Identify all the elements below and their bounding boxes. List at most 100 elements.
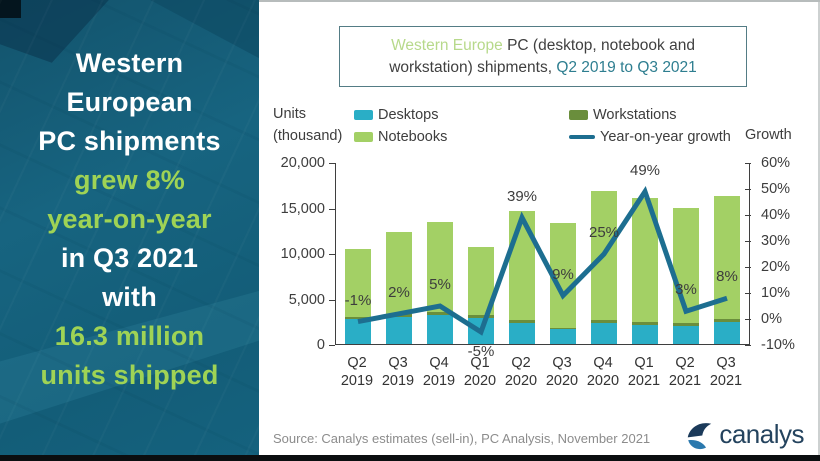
x-axis-label: Q2 2020 (499, 354, 543, 390)
canalys-logo: canalys (684, 419, 804, 450)
x-axis-label-quarter: Q3 (388, 355, 408, 371)
chart-panel: Western Europe PC (desktop, notebook and… (259, 0, 820, 457)
headline-line: European (66, 87, 193, 117)
x-axis-label: Q3 2021 (704, 354, 748, 390)
background-texture (0, 0, 259, 461)
plot-area: -1% 2% 5% -5% 39% 9% 25% 49% 3% 8% (335, 161, 750, 360)
legend-label: Desktops (378, 107, 439, 123)
y-right-tick-label: 30% (761, 233, 791, 249)
y-right-tick (745, 319, 751, 320)
x-axis-label-year: 2019 (381, 373, 415, 389)
growth-data-label: -1% (344, 291, 372, 309)
canalys-logo-text: canalys (719, 419, 804, 449)
x-axis-label-year: 2020 (586, 373, 620, 389)
chart-title-region: Western Europe (391, 36, 503, 54)
bar-q3-2020 (550, 163, 576, 344)
bar-q3-2019 (386, 163, 412, 344)
x-axis-label: Q1 2021 (622, 354, 666, 390)
bar-q4-2020 (591, 163, 617, 344)
bar-segment-desktops (673, 325, 699, 344)
y-right-tick-label: 60% (761, 155, 791, 171)
bar-segment-workstations (714, 319, 740, 323)
legend-item-workstations: Workstations (569, 106, 731, 124)
left-axis-caption-line2: (thousand) (273, 128, 343, 144)
growth-data-label: 39% (506, 187, 538, 205)
chart-title: Western Europe PC (desktop, notebook and… (354, 35, 732, 79)
y-right-tick (745, 241, 751, 242)
bar-segment-notebooks (386, 232, 412, 314)
bar-segment-desktops (509, 323, 535, 344)
headline-line: Western (75, 48, 184, 78)
y-left-tick-label: 10,000 (280, 246, 325, 262)
legend-item-notebooks: Notebooks (354, 128, 569, 146)
bar-segment-desktops (427, 314, 453, 344)
legend-label: Workstations (593, 107, 677, 123)
y-left-tick-label: 15,000 (280, 200, 325, 217)
bar-q4-2019 (427, 163, 453, 344)
bar-segment-notebooks (427, 222, 453, 313)
y-right-tick-label: -10% (761, 337, 795, 353)
y-right-tick (745, 293, 751, 294)
bar-q1-2021 (632, 163, 658, 344)
background-shape (0, 0, 21, 19)
headline: Western European PC shipments grew 8% ye… (0, 44, 259, 395)
x-axis-label: Q3 2019 (376, 354, 420, 390)
chart-title-period: Q2 2019 to Q3 2021 (556, 58, 697, 76)
growth-data-label: 49% (629, 161, 661, 179)
bar-segment-desktops (632, 324, 658, 344)
x-axis-label-quarter: Q2 (511, 355, 531, 371)
y-left-tick (329, 254, 335, 255)
x-axis-label-year: 2019 (340, 373, 374, 389)
legend-label: Year-on-year growth (600, 129, 731, 145)
x-axis-label: Q4 2020 (581, 354, 625, 390)
x-axis-label-quarter: Q4 (593, 355, 613, 371)
x-axis-label-year: 2020 (504, 373, 538, 389)
y-left-tick (329, 208, 335, 210)
y-left-tick (329, 345, 335, 346)
chart-legend: Desktops Workstations Notebooks Year-on-… (354, 106, 731, 146)
bar-q2-2019 (345, 163, 371, 344)
growth-data-label: 3% (675, 281, 697, 299)
x-axis-label-quarter: Q4 (429, 355, 449, 371)
x-axis-label: Q3 2020 (540, 354, 584, 390)
panel-edge (818, 2, 820, 457)
chart-title-middle: PC (desktop, notebook and workstation) s… (389, 36, 695, 76)
bar-segment-workstations (673, 323, 699, 326)
bar-segment-workstations (632, 322, 658, 325)
bar-segment-workstations (345, 316, 371, 320)
legend-item-growth: Year-on-year growth (569, 128, 731, 146)
y-right-tick-label: 20% (761, 259, 791, 275)
y-right-tick (745, 267, 751, 268)
bottom-strip (0, 455, 820, 461)
y-left-tick-label: 0 (316, 337, 325, 353)
bar-segment-desktops (386, 316, 412, 344)
y-left-tick-label: 5,000 (288, 291, 325, 308)
bar-segment-desktops (345, 319, 371, 344)
bar-segment-desktops (714, 322, 740, 344)
headline-panel: Western European PC shipments grew 8% ye… (0, 0, 259, 461)
x-axis-label: Q2 2021 (663, 354, 707, 390)
desktops-swatch-icon (354, 110, 373, 120)
canalys-swoosh-icon (688, 422, 712, 449)
y-right-tick (745, 163, 751, 164)
y-right-tick-label: 0% (761, 311, 782, 327)
headline-line: PC shipments (38, 126, 221, 156)
growth-line (357, 185, 728, 336)
headline-line: 16.3 million (54, 321, 205, 351)
x-axis-label-year: 2021 (627, 373, 661, 389)
growth-data-label: -5% (467, 343, 495, 360)
bar-segment-desktops (591, 323, 617, 344)
x-axis-label-quarter: Q1 (470, 355, 490, 371)
growth-data-label: 2% (388, 283, 410, 301)
y-right-tick-label: 50% (761, 181, 791, 197)
x-axis-label: Q4 2019 (417, 354, 461, 390)
y-left-tick (329, 163, 335, 164)
x-axis-label-year: 2021 (668, 373, 702, 389)
source-note: Source: Canalys estimates (sell-in), PC … (273, 431, 651, 446)
growth-data-label: 9% (552, 265, 574, 283)
bar-segment-workstations (509, 320, 535, 324)
y-right-tick (745, 345, 751, 346)
growth-data-label: 8% (716, 268, 738, 286)
legend-item-desktops: Desktops (354, 106, 569, 124)
bar-segment-workstations (427, 312, 453, 315)
